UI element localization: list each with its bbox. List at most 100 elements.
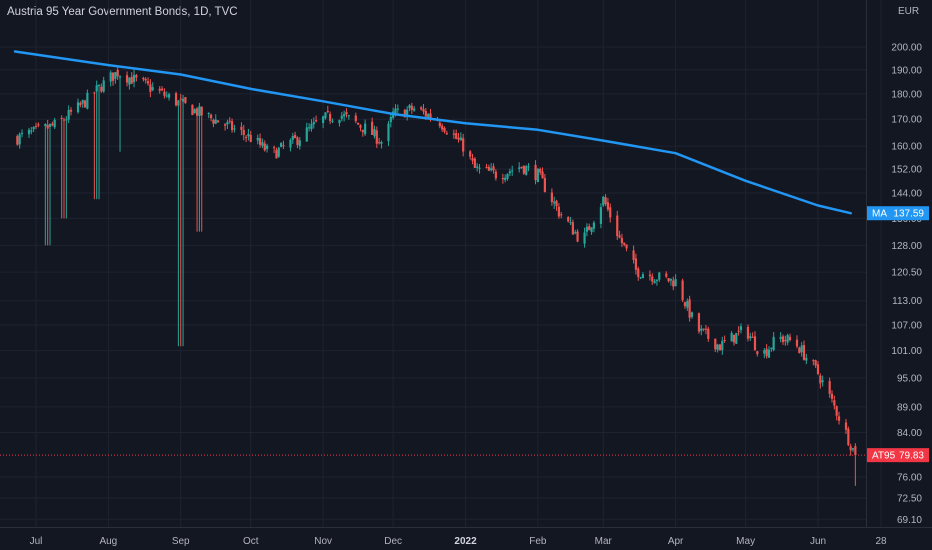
candle [847,426,850,447]
candle-body [704,328,708,330]
candle [128,77,131,90]
candle [674,274,677,287]
candle [688,295,691,322]
candle-body [128,77,131,85]
candle [828,377,831,398]
candle-body [151,87,154,91]
x-tick-label: 2022 [454,536,477,547]
candle [732,334,736,346]
candle-body [560,214,563,216]
candle-body [625,244,628,249]
candle-body [46,124,49,129]
price-tag-value: 137.59 [893,209,924,220]
candle-body [543,177,546,193]
candle [616,210,619,240]
candle-body [338,119,341,124]
candle [492,163,495,174]
y-tick-label: 107.00 [891,320,922,331]
candle [37,122,40,128]
x-tick-label: May [736,536,755,547]
candle-body [289,140,292,148]
candle-body [767,349,771,358]
candle [30,127,33,135]
candle [665,271,668,279]
candle [275,147,278,159]
candle [256,134,259,145]
candle [459,132,462,141]
candle [702,328,705,332]
candle-body [177,100,180,106]
candle [767,346,771,359]
candle-body [501,177,504,180]
candle-body [847,428,850,446]
candle [151,82,154,92]
candle-body [716,344,719,350]
candle [501,173,504,184]
candle [282,140,285,150]
candle-body [240,126,243,130]
candle [471,153,474,165]
candle-body [751,336,754,338]
candle [51,121,54,127]
candle [620,233,624,248]
y-tick-label: 72.50 [897,493,922,504]
candle [553,196,556,209]
candle-body [165,95,168,97]
candle-body [518,167,521,169]
candle-body [525,166,528,175]
candle [721,336,724,355]
y-tick-label: 190.00 [891,65,922,76]
candle [294,131,297,139]
candle [653,278,656,284]
candle-body [438,122,441,127]
candle-body [623,242,626,245]
candle [844,418,848,435]
candle [784,335,787,346]
candle-body [32,126,35,130]
candle [746,324,750,342]
candle [184,96,187,104]
candle [623,242,626,247]
candle [338,119,341,127]
candle-body [18,134,21,145]
candle-body [429,113,432,119]
candle-body [490,168,493,171]
candle [609,203,612,223]
candle-body [798,347,801,354]
x-tick-label: Feb [529,536,547,547]
candle-body [443,127,446,132]
candle-body [195,108,199,116]
y-tick-label: 120.50 [891,268,922,279]
candle [258,133,262,148]
candle [756,350,759,357]
candle-body [550,192,553,203]
candle-body [508,171,511,174]
candle-body [265,145,269,149]
candle [751,332,754,338]
candle-body [702,328,705,330]
candle [788,333,792,342]
candle-body [800,345,803,353]
candle-body [258,138,262,145]
candle [357,122,360,125]
candle-body [805,357,808,361]
candle-body [555,200,558,207]
candle [263,140,266,152]
candle [522,165,525,175]
candle-body [590,227,593,233]
candle-body [821,380,824,382]
candle-body [81,100,84,104]
currency-label: EUR [898,6,920,17]
candle [639,276,642,280]
candle-body [263,143,266,151]
candle [116,67,119,80]
candle [763,348,766,359]
candle-body [819,375,822,384]
price-tag-bg [867,206,929,221]
price-tag-label: MA [872,209,887,220]
candle [457,133,460,143]
candle-body [588,226,591,231]
candle [305,122,308,142]
candle-body [506,173,509,179]
